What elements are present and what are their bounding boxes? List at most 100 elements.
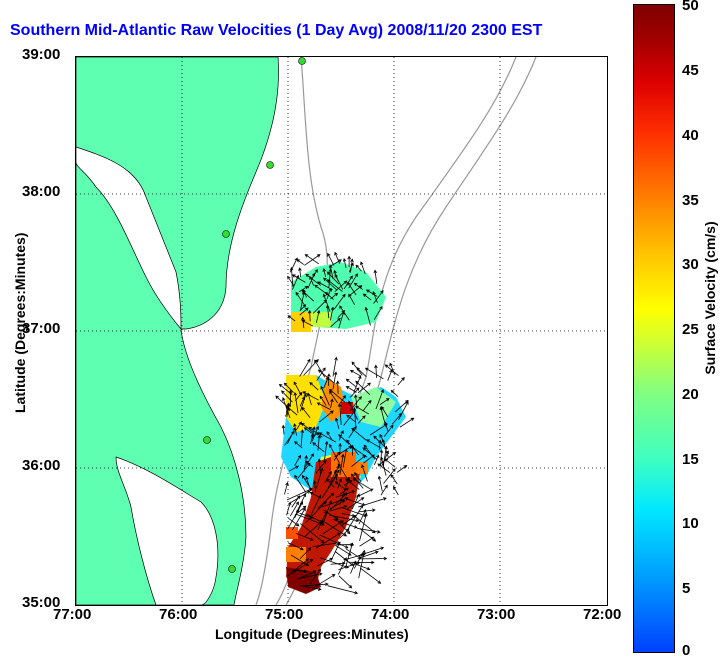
velocity-arrow [350,560,357,574]
velocity-arrow [294,474,307,493]
velocity-arrow [319,534,349,549]
velocity-arrow [334,280,348,293]
velocity-arrow [374,364,378,379]
velocity-arrow [315,467,324,489]
velocity-arrow [396,465,408,473]
velocity-arrow [379,398,390,406]
velocity-arrow [305,460,314,468]
velocity-arrow [301,422,314,434]
velocity-arrow [358,546,385,557]
velocity-arrow [338,575,353,589]
velocity-arrow [312,574,336,589]
velocity-arrow [281,424,286,435]
velocity-arrow [345,548,362,559]
velocity-arrow [293,391,299,413]
velocity-arrow [366,439,382,449]
velocity-arrow [398,400,409,420]
x-tick: 73:00 [477,606,516,623]
velocity-arrow [357,382,371,394]
velocity-arrow [334,417,340,429]
velocity-arrow [319,395,327,406]
velocity-arrow [317,510,328,531]
x-tick: 74:00 [371,606,410,623]
velocity-arrow [286,487,313,501]
colorbar-tick: 40 [682,127,699,144]
velocity-arrow [373,290,384,304]
velocity-arrow [380,484,388,496]
velocity-arrow [304,520,324,538]
velocity-arrow [323,277,338,291]
velocity-arrow [353,563,371,571]
velocity-arrow [399,417,415,428]
velocity-arrow [346,497,365,510]
velocity-arrow [338,403,342,426]
velocity-arrow [373,305,383,320]
velocity-arrow [310,494,322,516]
velocity-arrow [284,481,289,495]
velocity-arrow [321,473,338,499]
velocity-arrow [359,528,377,542]
velocity-arrow [353,515,376,534]
velocity-arrow [324,471,332,483]
velocity-arrow [348,400,359,421]
y-tick: 38:00 [22,183,61,200]
velocity-arrow [343,410,356,426]
velocity-arrow [355,488,374,498]
velocity-arrow [378,452,397,466]
velocity-arrow [301,406,311,418]
velocity-arrow [317,458,322,475]
velocity-arrow [383,424,394,437]
velocity-arrow [373,454,380,466]
velocity-arrow [300,393,307,412]
velocity-arrow [375,389,385,410]
station-marker [298,57,306,65]
velocity-arrow [285,405,298,416]
velocity-arrow [303,455,308,473]
velocity-arrow [326,287,332,300]
velocity-arrow [299,396,305,407]
colorbar-tick: 15 [682,451,699,468]
velocity-arrow [322,520,344,535]
velocity-arrow [317,434,321,451]
velocity-arrow [305,273,321,286]
velocity-arrow [300,429,305,446]
velocity-arrow [354,472,362,482]
velocity-arrow [373,435,388,450]
velocity-arrow [303,453,314,470]
colorbar-tick: 25 [682,321,699,338]
velocity-arrow [333,269,339,281]
velocity-arrow [352,478,371,490]
colorbar-label: Surface Velocity (cm/s) [702,221,718,375]
velocity-arrow [327,469,340,488]
velocity-arrow [317,557,334,567]
velocity-arrow [349,387,360,398]
velocity-vectors [275,251,415,595]
velocity-arrow [346,504,364,532]
colorbar-tick: 0 [682,642,691,659]
velocity-arrow [330,398,334,409]
velocity-arrow [311,425,319,442]
velocity-arrow [357,415,366,424]
velocity-arrow [289,501,299,517]
velocity-arrow [329,499,346,510]
velocity-arrow [345,378,357,388]
velocity-arrow [298,267,302,278]
velocity-arrow [351,454,367,468]
velocity-arrow [337,557,347,575]
velocity-arrow [294,454,302,466]
velocity-arrow [339,305,350,321]
velocity-arrow [299,358,311,377]
velocity-arrow [342,448,348,468]
colorbar [633,4,675,653]
velocity-map [75,56,608,606]
velocity-arrow [359,550,379,559]
velocity-arrow [363,454,375,464]
velocity-arrow [309,275,315,286]
velocity-arrow [294,441,303,449]
velocity-arrow [312,541,341,548]
velocity-arrow [290,490,311,503]
velocity-arrow [324,521,348,537]
chesapeake-bay [76,146,182,330]
velocity-arrow [316,367,326,381]
velocity-arrow [327,252,335,266]
